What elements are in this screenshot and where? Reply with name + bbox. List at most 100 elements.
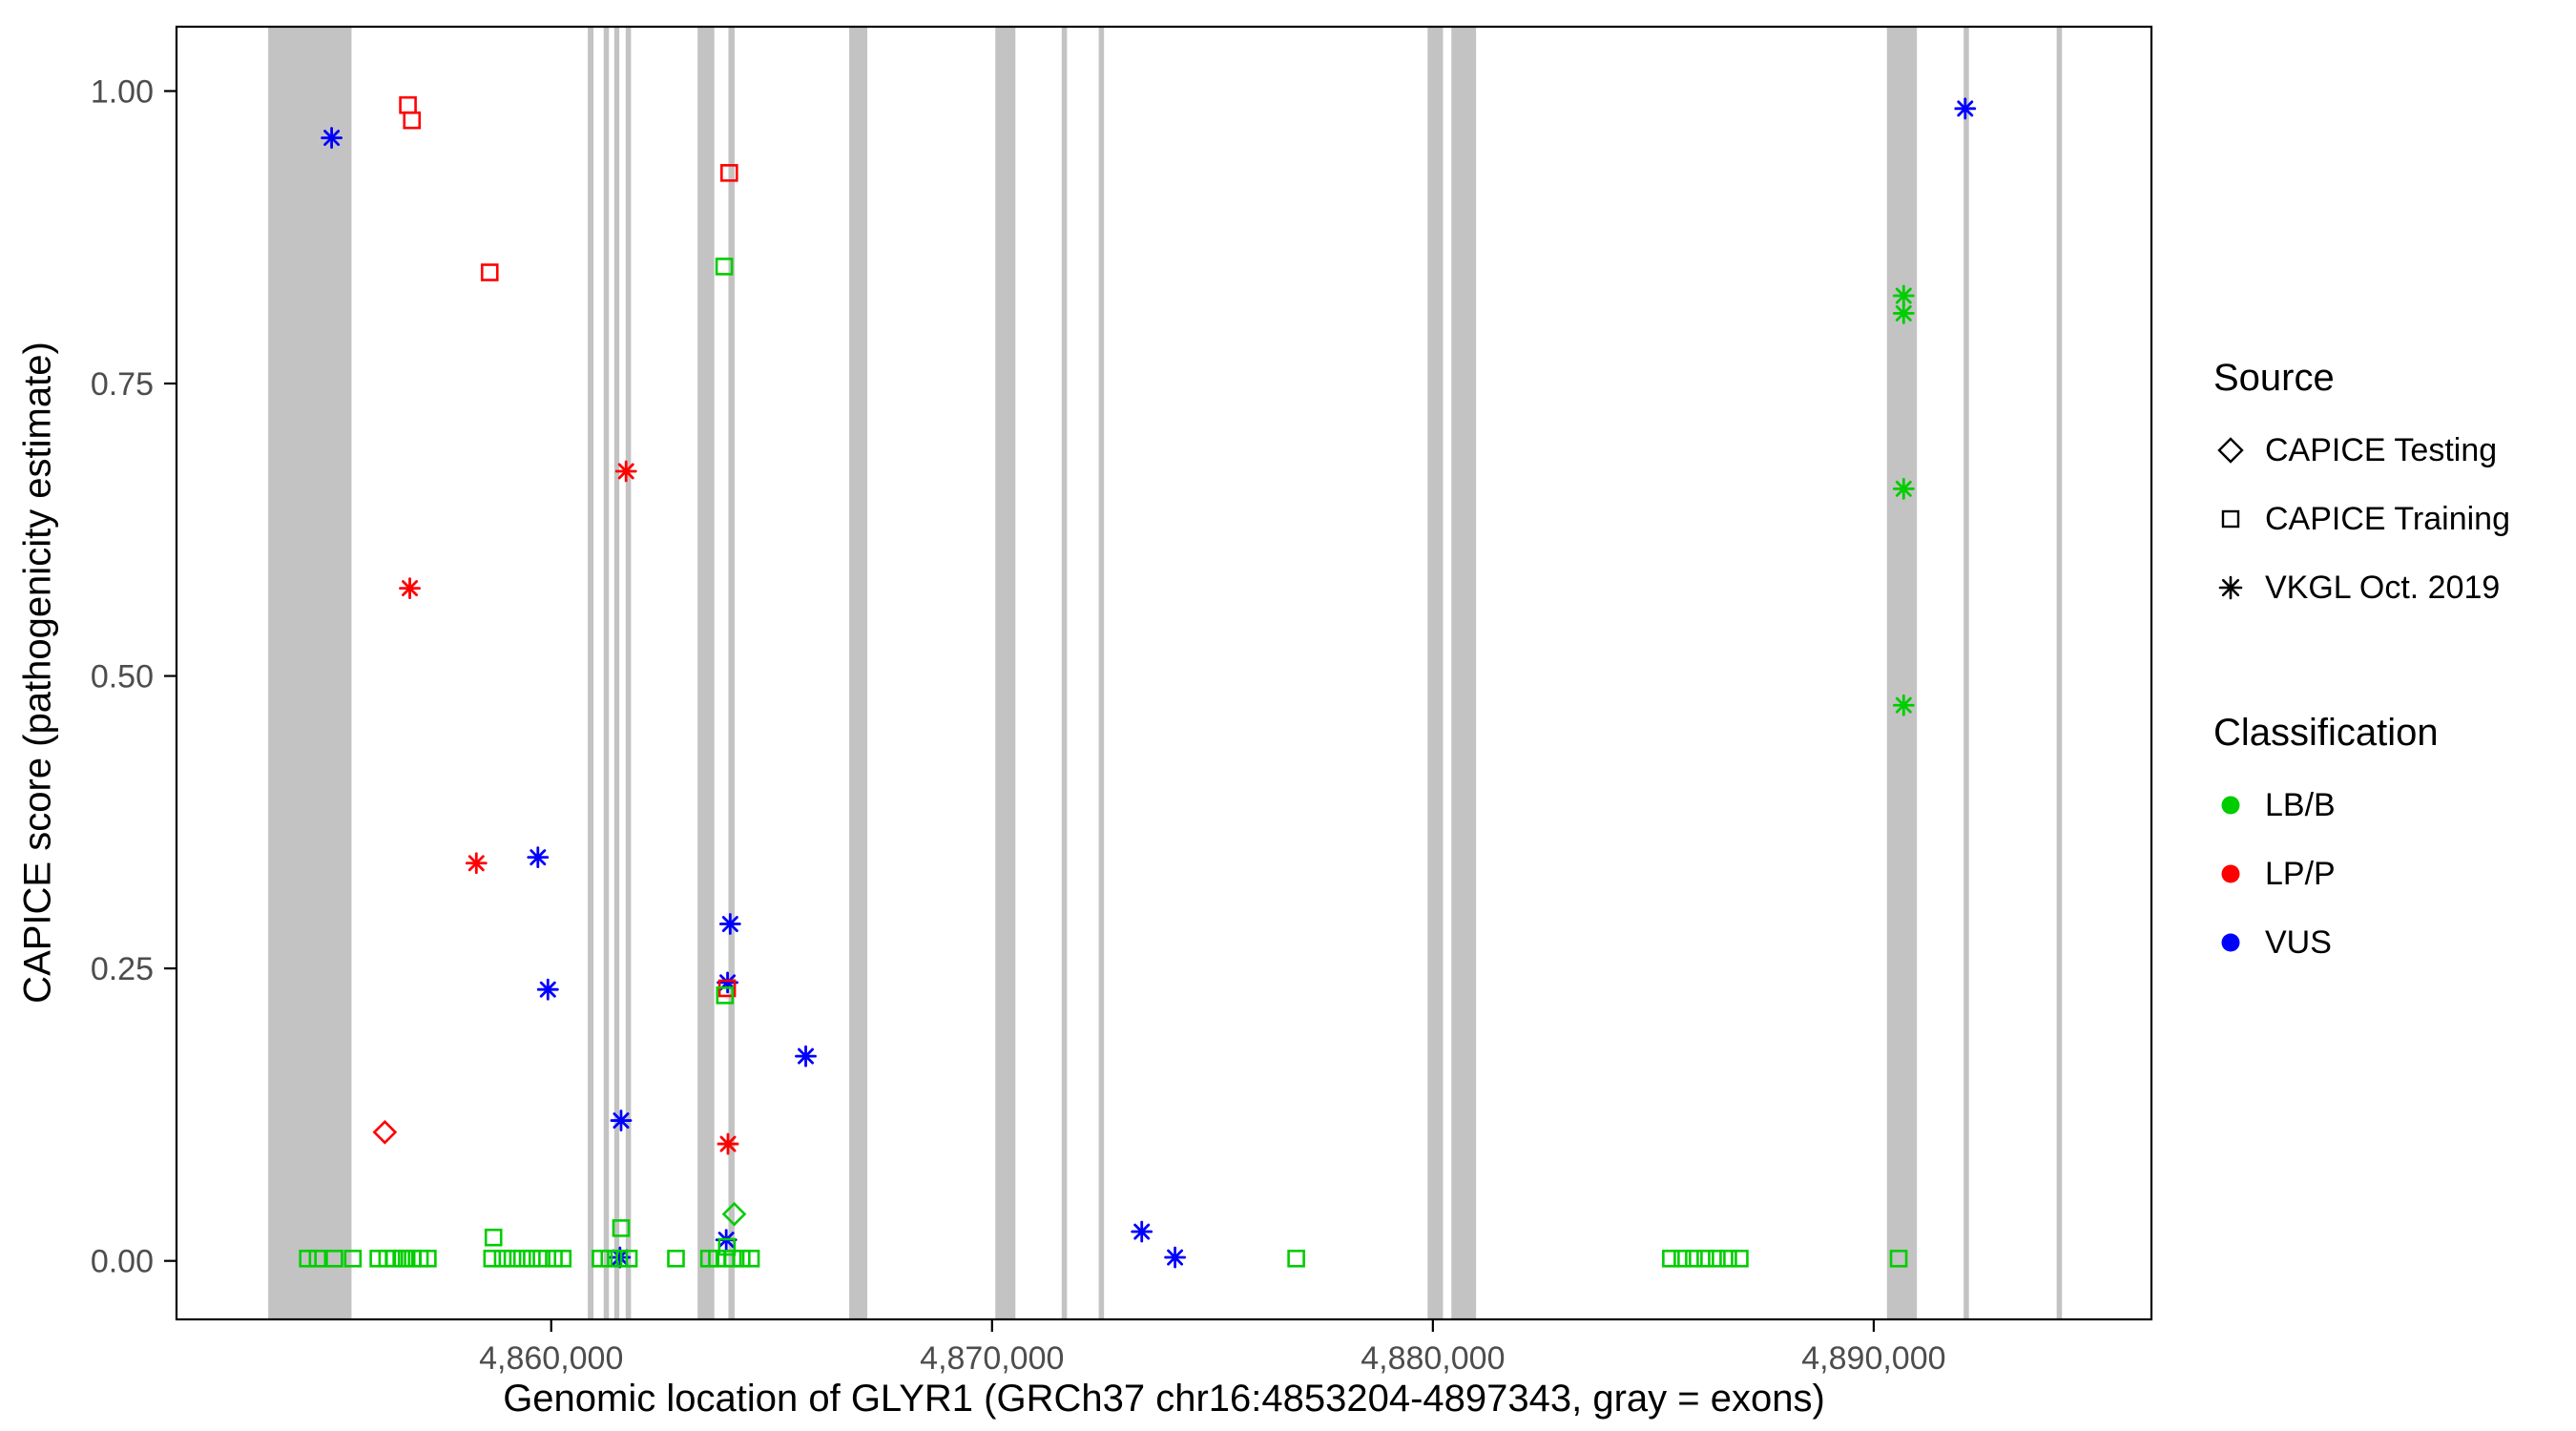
x-tick-label: 4,880,000 — [1361, 1340, 1505, 1377]
legend-group-source: Source CAPICE Testing CAPICE Training — [2213, 355, 2568, 622]
data-point — [1287, 1249, 1305, 1268]
dot-icon — [2221, 864, 2240, 883]
data-point — [614, 460, 637, 483]
data-point — [493, 1249, 512, 1268]
legend-item-capice-testing: CAPICE Testing — [2213, 416, 2568, 485]
data-point — [321, 127, 343, 149]
data-point — [527, 846, 550, 869]
data-point — [1954, 97, 1977, 120]
data-point — [325, 1249, 343, 1268]
data-point — [610, 1110, 633, 1131]
y-axis-title: CAPICE score (pathogenicity estimate) — [16, 342, 59, 1004]
data-point — [610, 1249, 629, 1268]
y-tick-label: 0.50 — [91, 659, 154, 695]
data-point — [343, 1249, 363, 1268]
data-point — [612, 1219, 631, 1237]
data-point — [553, 1249, 572, 1268]
data-point — [716, 986, 735, 1005]
data-point — [741, 1249, 760, 1268]
legend-item-vus: VUS — [2213, 908, 2568, 977]
data-point — [720, 163, 738, 182]
data-point — [536, 978, 559, 1001]
exon-band — [603, 28, 610, 1318]
data-point — [480, 263, 499, 281]
data-point — [733, 1249, 751, 1268]
square-icon — [2221, 509, 2240, 529]
legend-item-label: LB/B — [2265, 786, 2336, 823]
data-point — [1708, 1249, 1726, 1268]
x-tick-label: 4,890,000 — [1801, 1340, 1945, 1377]
data-point — [1892, 694, 1915, 716]
exon-band — [1061, 28, 1068, 1318]
exon-band — [268, 28, 352, 1318]
legend-item-lpp: LP/P — [2213, 840, 2568, 908]
data-point — [718, 913, 741, 935]
data-point — [403, 111, 422, 130]
data-point — [1164, 1246, 1186, 1269]
legend-item-vkgl: VKGL Oct. 2019 — [2213, 553, 2568, 622]
legend-item-label: VUS — [2265, 923, 2332, 961]
y-tick-label: 0.75 — [91, 366, 154, 403]
legend-item-label: CAPICE Testing — [2265, 431, 2498, 468]
data-point — [372, 1119, 398, 1145]
data-point — [419, 1249, 437, 1268]
exon-band — [849, 28, 868, 1318]
exon-band — [613, 28, 620, 1318]
exon-band — [1451, 28, 1477, 1318]
exon-band — [1886, 28, 1918, 1318]
legend-item-label: VKGL Oct. 2019 — [2265, 569, 2501, 606]
data-point — [1696, 1249, 1714, 1268]
data-point — [1131, 1220, 1153, 1243]
data-point — [308, 1249, 327, 1268]
exon-band — [2056, 28, 2063, 1318]
legend-item-capice-training: CAPICE Training — [2213, 485, 2568, 553]
data-point — [619, 1249, 638, 1268]
data-point — [512, 1249, 531, 1268]
panel-border — [175, 25, 2153, 1321]
data-point — [715, 258, 734, 276]
data-point — [1719, 1249, 1737, 1268]
exon-band — [588, 28, 594, 1318]
legend-item-lbb: LB/B — [2213, 771, 2568, 840]
x-tick-label: 4,860,000 — [479, 1340, 623, 1377]
dot-icon — [2221, 796, 2240, 815]
data-point — [1673, 1249, 1692, 1268]
data-point — [1892, 284, 1915, 307]
data-point — [523, 1249, 541, 1268]
legend: Source CAPICE Testing CAPICE Training — [2213, 355, 2568, 977]
data-point — [399, 95, 417, 114]
x-axis-title: Genomic location of GLYR1 (GRCh37 chr16:… — [503, 1378, 1825, 1420]
data-point — [1662, 1249, 1680, 1268]
exon-band — [625, 28, 632, 1318]
data-point — [667, 1249, 685, 1268]
data-point — [532, 1249, 551, 1268]
data-point — [1889, 1249, 1908, 1268]
data-point — [484, 1228, 503, 1247]
data-point — [717, 1237, 737, 1256]
exon-band — [697, 28, 715, 1318]
legend-source-title: Source — [2213, 357, 2335, 399]
y-tick-label: 0.00 — [91, 1244, 154, 1280]
exon-band — [728, 28, 735, 1318]
data-point — [1892, 302, 1915, 324]
legend-group-classification: Classification LB/B LP/P VUS — [2213, 710, 2568, 977]
data-point — [717, 1132, 739, 1155]
legend-item-label: LP/P — [2265, 855, 2336, 892]
y-tick-label: 1.00 — [91, 73, 154, 110]
legend-classification-title: Classification — [2213, 712, 2439, 754]
data-point — [600, 1249, 619, 1268]
exon-band — [1427, 28, 1444, 1318]
data-point — [465, 852, 488, 875]
data-point — [299, 1249, 317, 1268]
data-point — [1731, 1249, 1749, 1268]
data-point — [1685, 1249, 1703, 1268]
asterisk-icon — [2218, 575, 2243, 600]
data-point — [483, 1249, 502, 1268]
exon-band — [1098, 28, 1105, 1318]
exon-band — [1963, 28, 1969, 1318]
dot-icon — [2221, 933, 2240, 952]
data-point — [795, 1045, 817, 1068]
legend-item-label: CAPICE Training — [2265, 500, 2510, 537]
